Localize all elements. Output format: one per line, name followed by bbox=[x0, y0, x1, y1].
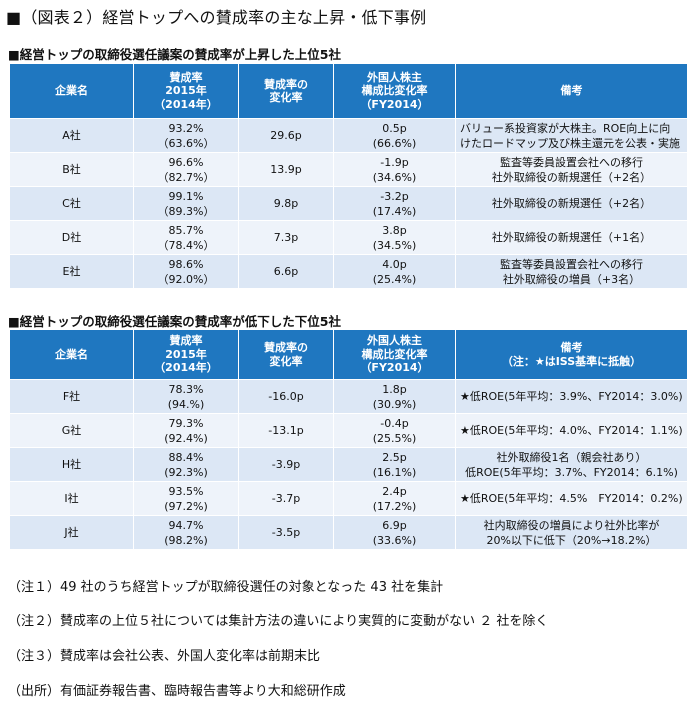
col-header-company: 企業名 bbox=[9, 329, 134, 380]
company-cell: G社 bbox=[9, 413, 134, 448]
rate-cell: 88.4% (92.3%) bbox=[133, 447, 239, 482]
company-cell: J社 bbox=[9, 515, 134, 550]
foreign-cell: 2.4p (17.2%) bbox=[333, 481, 456, 516]
table1-heading: ■経営トップの取締役選任議案の賛成率が上昇した上位5社 bbox=[8, 47, 342, 62]
change-cell: 9.8p bbox=[238, 186, 334, 221]
foreign-cell: -1.9p (34.6%) bbox=[333, 152, 456, 187]
foreign-cell: 3.8p (34.5%) bbox=[333, 220, 456, 255]
footnote-1: （注１）49 社のうち経営トップが取締役選任の対象となった 43 社を集計 bbox=[8, 580, 444, 595]
col-header-change: 賛成率の 変化率 bbox=[238, 63, 334, 119]
change-cell: 6.6p bbox=[238, 254, 334, 289]
rate-cell: 93.5% (97.2%) bbox=[133, 481, 239, 516]
company-cell: C社 bbox=[9, 186, 134, 221]
company-cell: E社 bbox=[9, 254, 134, 289]
table-row: I社 93.5% (97.2%) -3.7p 2.4p (17.2%) ★低ROE(… bbox=[9, 481, 688, 516]
note-cell: 社外取締役の新規選任（+1名） bbox=[455, 220, 688, 255]
note-cell: 社外取締役1名（親会社あり） 低ROE(5年平均：3.7%、FY2014：6.1%… bbox=[455, 447, 688, 482]
company-cell: I社 bbox=[9, 481, 134, 516]
table-row: H社 88.4% (92.3%) -3.9p 2.5p (16.1%) 社外取締役1… bbox=[9, 447, 688, 482]
figure-title: ■（図表２）経営トップへの賛成率の主な上昇・低下事例 bbox=[6, 8, 427, 27]
rate-cell: 98.6% （92.0%） bbox=[133, 254, 239, 289]
table-top5: 企業名 賛成率 2015年 （2014年） 賛成率の 変化率 外国人株主 構成比変化率（… bbox=[9, 63, 688, 289]
col-header-rate: 賛成率 2015年 （2014年） bbox=[133, 63, 239, 119]
note-cell: ★低ROE(5年平均：3.9%、FY2014：3.0%) bbox=[455, 379, 688, 414]
rate-cell: 78.3% (94.%) bbox=[133, 379, 239, 414]
rate-cell: 94.7% (98.2%) bbox=[133, 515, 239, 550]
rate-cell: 85.7% （78.4%） bbox=[133, 220, 239, 255]
col-header-note: 備考 bbox=[455, 63, 688, 119]
footnote-source: （出所）有価証券報告書、臨時報告書等より大和総研作成 bbox=[8, 684, 346, 699]
company-cell: A社 bbox=[9, 118, 134, 153]
change-cell: -16.0p bbox=[238, 379, 334, 414]
change-cell: -3.7p bbox=[238, 481, 334, 516]
table-row: A社 93.2% （63.6%） 29.6p 0.5p (66.6%) バリュー系投… bbox=[9, 118, 688, 153]
table-bottom5: 企業名 賛成率 2015年 （2014年） 賛成率の 変化率 外国人株主 構成比変化率（… bbox=[9, 329, 688, 550]
rate-cell: 96.6% （82.7%） bbox=[133, 152, 239, 187]
table-row: C社 99.1% （89.3%） 9.8p -3.2p (17.4%) 社外取締役の… bbox=[9, 186, 688, 221]
col-header-rate: 賛成率 2015年 （2014年） bbox=[133, 329, 239, 380]
foreign-cell: 4.0p (25.4%) bbox=[333, 254, 456, 289]
foreign-cell: -3.2p (17.4%) bbox=[333, 186, 456, 221]
rate-cell: 79.3% (92.4%) bbox=[133, 413, 239, 448]
table-row: J社 94.7% (98.2%) -3.5p 6.9p (33.6%) 社内取締役の… bbox=[9, 515, 688, 550]
col-header-company: 企業名 bbox=[9, 63, 134, 119]
foreign-cell: 2.5p (16.1%) bbox=[333, 447, 456, 482]
col-header-change: 賛成率の 変化率 bbox=[238, 329, 334, 380]
rate-cell: 93.2% （63.6%） bbox=[133, 118, 239, 153]
change-cell: 7.3p bbox=[238, 220, 334, 255]
footnote-2: （注２）賛成率の上位５社については集計方法の違いにより実質的に変動がない ２ 社… bbox=[8, 614, 549, 629]
table-row: B社 96.6% （82.7%） 13.9p -1.9p (34.6%) 監査等委員… bbox=[9, 152, 688, 187]
change-cell: 29.6p bbox=[238, 118, 334, 153]
note-cell: 社外取締役の新規選任（+2名） bbox=[455, 186, 688, 221]
foreign-cell: 0.5p (66.6%) bbox=[333, 118, 456, 153]
table-row: F社 78.3% (94.%) -16.0p 1.8p (30.9%) ★低ROE(… bbox=[9, 379, 688, 414]
note-cell: ★低ROE(5年平均：4.5% FY2014：0.2%) bbox=[455, 481, 688, 516]
foreign-cell: 1.8p (30.9%) bbox=[333, 379, 456, 414]
note-cell: ★低ROE(5年平均：4.0%、FY2014：1.1%) bbox=[455, 413, 688, 448]
note-cell: 監査等委員設置会社への移行 社外取締役の増員（+3名） bbox=[455, 254, 688, 289]
change-cell: -3.9p bbox=[238, 447, 334, 482]
change-cell: -13.1p bbox=[238, 413, 334, 448]
rate-cell: 99.1% （89.3%） bbox=[133, 186, 239, 221]
table-row: G社 79.3% (92.4%) -13.1p -0.4p (25.5%) ★低RO… bbox=[9, 413, 688, 448]
col-header-foreign: 外国人株主 構成比変化率 （FY2014） bbox=[333, 329, 456, 380]
note-cell: バリュー系投資家が大株主。ROE向上に向 けたロードマップ及び株主還元を公表・実施 bbox=[455, 118, 688, 153]
change-cell: 13.9p bbox=[238, 152, 334, 187]
col-header-note: 備考 （注：★はISS基準に抵触） bbox=[455, 329, 688, 380]
note-cell: 社内取締役の増員により社外比率が 20%以下に低下（20%→18.2%） bbox=[455, 515, 688, 550]
col-header-foreign: 外国人株主 構成比変化率 （FY2014） bbox=[333, 63, 456, 119]
table2-heading: ■経営トップの取締役選任議案の賛成率が低下した下位5社 bbox=[8, 314, 342, 329]
foreign-cell: 6.9p (33.6%) bbox=[333, 515, 456, 550]
company-cell: B社 bbox=[9, 152, 134, 187]
change-cell: -3.5p bbox=[238, 515, 334, 550]
company-cell: H社 bbox=[9, 447, 134, 482]
table-row: D社 85.7% （78.4%） 7.3p 3.8p (34.5%) 社外取締役の新… bbox=[9, 220, 688, 255]
footnote-3: （注３）賛成率は会社公表、外国人変化率は前期末比 bbox=[8, 649, 321, 664]
note-cell: 監査等委員設置会社への移行 社外取締役の新規選任（+2名） bbox=[455, 152, 688, 187]
company-cell: D社 bbox=[9, 220, 134, 255]
table-row: E社 98.6% （92.0%） 6.6p 4.0p (25.4%) 監査等委員設置… bbox=[9, 254, 688, 289]
foreign-cell: -0.4p (25.5%) bbox=[333, 413, 456, 448]
company-cell: F社 bbox=[9, 379, 134, 414]
